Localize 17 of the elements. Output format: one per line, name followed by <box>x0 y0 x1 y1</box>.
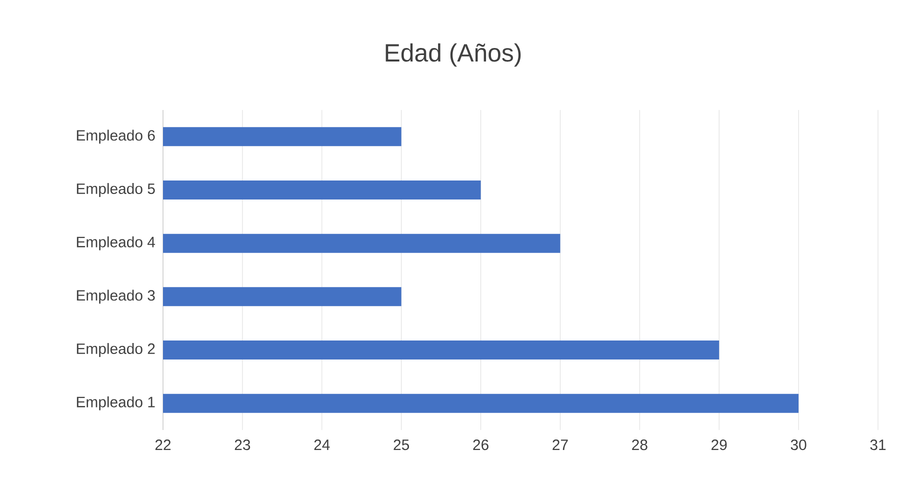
chart-title: Edad (Años) <box>386 43 521 67</box>
x-tick-label: 22 <box>155 440 171 450</box>
x-tick-label: 26 <box>473 440 488 450</box>
x-tick-label: 24 <box>314 440 330 450</box>
y-tick-label: Empleado 3 <box>76 290 155 304</box>
y-tick-label: Empleado 2 <box>76 343 155 357</box>
x-tick-label: 27 <box>552 440 568 450</box>
x-tick-label: 31 <box>870 440 886 450</box>
x-tick-label: 25 <box>394 440 410 450</box>
y-tick-label: Empleado 6 <box>76 130 155 144</box>
y-tick-label: Empleado 1 <box>76 396 155 410</box>
x-tick-label: 30 <box>790 440 806 450</box>
x-tick-label: 28 <box>632 440 648 450</box>
x-tick-label: 29 <box>712 440 727 450</box>
y-tick-label: Empleado 4 <box>76 236 156 250</box>
x-tick-label: 23 <box>234 440 250 450</box>
y-tick-label: Empleado 5 <box>76 183 155 197</box>
